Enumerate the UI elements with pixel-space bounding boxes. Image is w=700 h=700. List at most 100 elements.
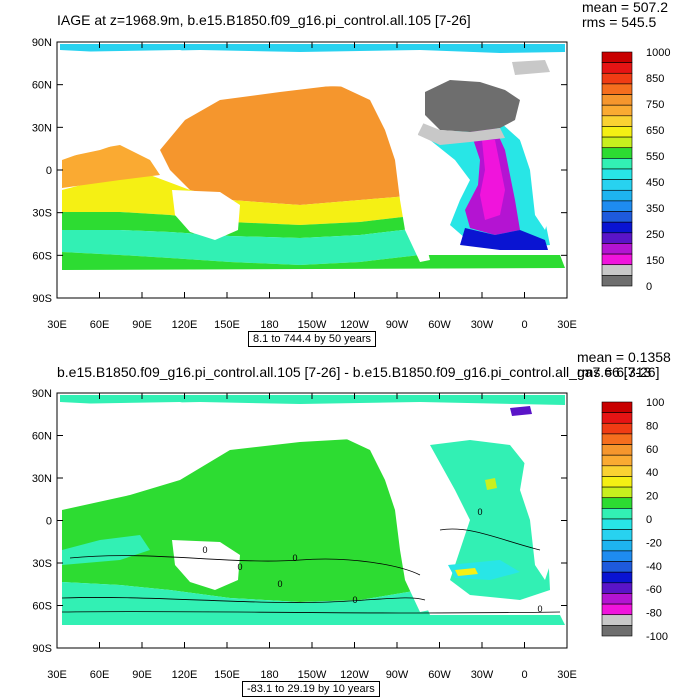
colorbar-swatch [601, 62, 633, 74]
colorbar-label: 250 [646, 229, 664, 241]
colorbar-swatch [601, 561, 633, 573]
colorbar-label: 550 [646, 151, 664, 163]
x-tick-label: 180 [260, 319, 278, 331]
contour-line [439, 528, 541, 551]
colorbar-swatch [601, 136, 633, 149]
antarctica [57, 625, 565, 648]
contour-label: 0 [237, 562, 242, 572]
iage-map-svg: 30E 60E 90E 120E 150E 180 150W 120W 90W 60W 30W 0 30… [32, 37, 671, 331]
americas [230, 406, 430, 612]
southern-green-band [62, 252, 565, 270]
contour-line [61, 611, 561, 614]
colorbar-label: 80 [646, 420, 658, 432]
colorbar-swatch [601, 412, 633, 424]
y-tick-label: 60S [32, 250, 52, 262]
greenland-sea-ice [512, 60, 550, 75]
yellow-band [62, 175, 420, 225]
atlantic-youngest [480, 140, 505, 220]
colorbar-swatch [601, 104, 633, 117]
contour-range-label: -83.1 to 29.19 by 10 years [242, 681, 380, 697]
nordic-negative-spot [510, 406, 532, 416]
x-axis-ticks: 30E 60E 90E 120E 150E 180 150W 120W 90W 60W 30W 0 30… [47, 393, 577, 681]
colorbar-swatch [601, 126, 633, 138]
difference-map-panel: b.e15.B1850.f09_g16.pi_control.all.105 [… [0, 350, 700, 700]
colorbar: 1000 850 750 650 550 450 350 250 150 0 [601, 47, 670, 293]
colorbar-label: 350 [646, 203, 664, 215]
colorbar-label: 1000 [646, 47, 670, 59]
x-tick-label: 60W [428, 319, 451, 331]
atlantic-positive-spot [485, 478, 497, 490]
contour-line [69, 555, 421, 576]
colorbar-swatch [601, 476, 633, 488]
x-tick-label: 30E [47, 319, 67, 331]
contour-line [61, 597, 426, 603]
arctic-strip [60, 395, 565, 405]
x-tick-label: 150E [214, 669, 240, 681]
colorbar-swatch [601, 433, 633, 445]
colorbar-swatch [601, 189, 633, 202]
colorbar-label: 750 [646, 99, 664, 111]
colorbar-swatch [601, 275, 633, 287]
y-tick-label: 90N [32, 388, 52, 400]
x-tick-label: 150W [298, 319, 327, 331]
x-tick-label: 90W [386, 319, 409, 331]
y-tick-label: 30N [32, 122, 52, 134]
colorbar-label: 0 [646, 514, 652, 526]
x-axis-ticks: 30E 60E 90E 120E 150E 180 150W 120W 90W 60W 30W 0 30… [47, 42, 577, 331]
rms-stat: rms = 6.313 [577, 364, 652, 380]
atlantic-yellow-spot [455, 568, 478, 576]
colorbar-swatch [601, 179, 633, 191]
colorbar-swatch [601, 593, 633, 605]
y-axis-ticks: 90N 60N 30N 0 30S 60S 90S [32, 388, 567, 655]
x-tick-label: 90E [132, 319, 152, 331]
colorbar-label: -40 [646, 561, 662, 573]
colorbar-swatch [601, 571, 633, 584]
colorbar-swatch [601, 614, 633, 626]
y-tick-label: 90N [32, 37, 52, 49]
contour-label: 0 [352, 595, 357, 605]
eurasia [62, 402, 230, 508]
colorbar-label: 0 [646, 281, 652, 293]
colorbar-swatch [601, 158, 633, 170]
colorbar-swatch [601, 51, 633, 63]
stats-block: mean = 507.2 rms = 545.5 [582, 0, 668, 30]
x-tick-label: 0 [521, 669, 527, 681]
x-tick-label: 150E [214, 319, 240, 331]
colorbar-swatch [601, 454, 633, 467]
colorbar-swatch [601, 264, 633, 276]
mean-stat: mean = 0.1358 [577, 349, 671, 365]
y-tick-label: 60N [32, 80, 52, 92]
iage-map-panel: IAGE at z=1968.9m, b.e15.B1850.f09_g16.p… [32, 0, 671, 347]
colorbar-swatch [601, 422, 633, 435]
y-tick-label: 60N [32, 431, 52, 443]
ocean-field [60, 44, 565, 270]
colorbar-swatch [601, 253, 633, 266]
australia [172, 190, 240, 240]
green-band [62, 212, 420, 238]
stats-block: mean = 0.1358 rms = 6.313 [577, 350, 671, 380]
colorbar-swatch [601, 83, 633, 95]
colorbar-swatch [601, 550, 633, 562]
colorbar-swatch [601, 486, 633, 499]
ocean-field [60, 395, 565, 625]
atlantic-deep-blue [460, 228, 548, 250]
colorbar-swatch [601, 401, 633, 413]
x-tick-label: 180 [260, 669, 278, 681]
x-tick-label: 90E [132, 669, 152, 681]
colorbar-swatch [601, 72, 633, 85]
colorbar-swatch [601, 625, 633, 637]
africa [520, 458, 565, 580]
contour-label: 0 [292, 553, 297, 563]
x-tick-label: 30E [557, 669, 577, 681]
colorbar-swatch [601, 539, 633, 552]
rms-stat: rms = 545.5 [582, 14, 657, 30]
cyan-band [62, 228, 420, 265]
y-tick-label: 0 [46, 516, 52, 528]
colorbar-swatch [601, 508, 633, 520]
colorbar: 100 80 60 40 20 0 -20 -40 -60 -80 -100 [601, 397, 668, 643]
colorbar-swatch [601, 497, 633, 509]
colorbar-swatch [601, 582, 633, 594]
southern-cyan-field [62, 582, 565, 625]
x-tick-label: 150W [298, 669, 327, 681]
nordic-seas [425, 80, 520, 132]
